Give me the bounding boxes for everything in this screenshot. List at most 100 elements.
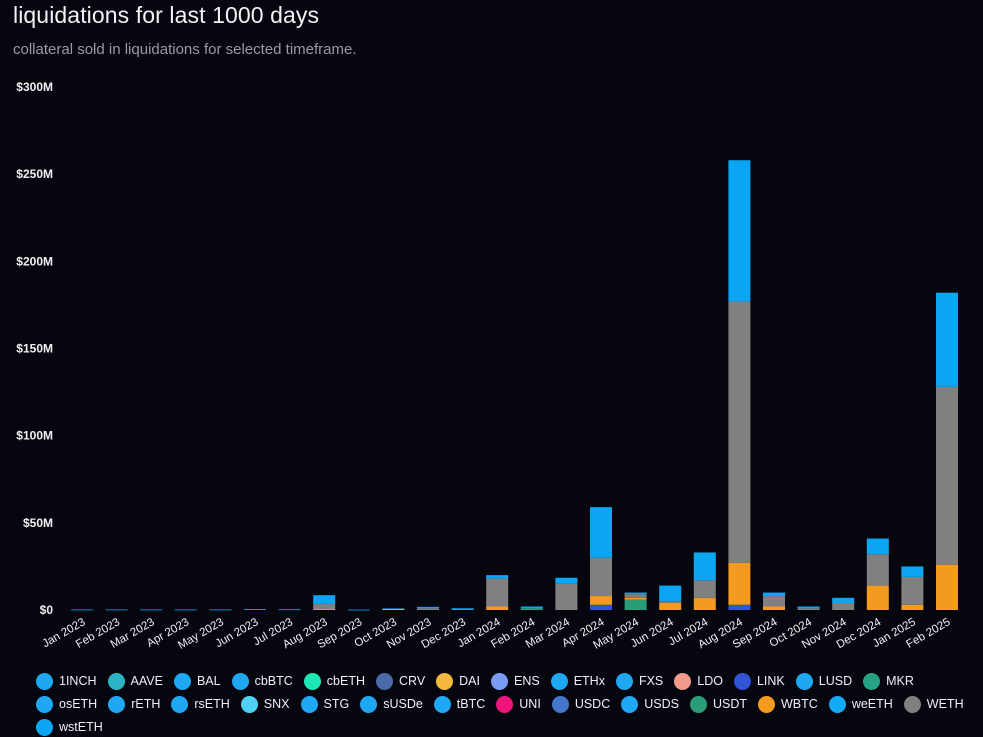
bar-segment-wsteth[interactable] xyxy=(313,595,336,604)
bar-segment-wsteth[interactable] xyxy=(520,606,543,609)
bar-segment-wsteth[interactable] xyxy=(417,606,439,609)
bar-segment-wbtc[interactable] xyxy=(590,596,612,605)
bar-segment-wsteth[interactable] xyxy=(832,597,855,604)
legend-item-1inch[interactable]: 1INCH xyxy=(36,671,97,691)
bar-segment-wbtc[interactable] xyxy=(486,606,509,610)
legend-item-ldo[interactable]: LDO xyxy=(674,671,723,691)
bar-segment-weth[interactable] xyxy=(901,576,924,605)
bar-segment-link[interactable] xyxy=(590,604,612,610)
legend-item-ens[interactable]: ENS xyxy=(491,671,540,691)
bar-segment-weth[interactable] xyxy=(313,603,336,610)
bar-segment-wsteth[interactable] xyxy=(590,507,612,558)
bar-stack[interactable] xyxy=(105,609,128,611)
legend-item-wsteth[interactable]: wstETH xyxy=(36,717,103,737)
legend-item-rseth[interactable]: rsETH xyxy=(171,694,230,714)
bar-segment-wbtc[interactable] xyxy=(693,597,716,610)
bar-stack[interactable] xyxy=(417,606,439,610)
bar-segment-wsteth[interactable] xyxy=(382,608,405,610)
bar-segment-dai[interactable] xyxy=(313,609,336,610)
legend-item-crv[interactable]: CRV xyxy=(375,671,425,691)
bar-segment-wbtc[interactable] xyxy=(866,585,889,610)
legend-item-wbtc[interactable]: WBTC xyxy=(758,694,818,714)
bar-stack[interactable] xyxy=(866,538,889,610)
bar-segment-weth[interactable] xyxy=(624,594,647,598)
legend-item-tbtc[interactable]: tBTC xyxy=(433,694,485,714)
bar-segment-usdt[interactable] xyxy=(624,599,647,610)
legend-item-mkr[interactable]: MKR xyxy=(863,671,914,691)
bar-stack[interactable] xyxy=(624,592,647,610)
bar-stack[interactable] xyxy=(901,566,924,610)
legend-item-snx[interactable]: SNX xyxy=(240,694,290,714)
bar-segment-wbtc[interactable] xyxy=(901,604,924,610)
bar-stack[interactable] xyxy=(590,507,612,610)
bar-segment-wsteth[interactable] xyxy=(866,538,889,555)
legend-item-usdc[interactable]: USDC xyxy=(551,694,610,714)
bar-segment-wbtc[interactable] xyxy=(763,606,785,610)
legend-item-weeth[interactable]: weETH xyxy=(828,694,893,714)
bar-stack[interactable] xyxy=(693,552,716,610)
bar-stack[interactable] xyxy=(209,609,232,611)
bar-segment-weth[interactable] xyxy=(797,608,820,610)
bar-segment-wsteth[interactable] xyxy=(105,609,128,611)
legend-item-uni[interactable]: UNI xyxy=(496,694,541,714)
bar-segment-wbtc[interactable] xyxy=(728,562,751,605)
bar-stack[interactable] xyxy=(451,608,474,610)
bar-segment-wsteth[interactable] xyxy=(797,606,820,609)
bar-stack[interactable] xyxy=(659,585,682,610)
bar-stack[interactable] xyxy=(313,595,336,610)
bar-segment-weth[interactable] xyxy=(417,608,439,610)
bar-stack[interactable] xyxy=(174,609,197,611)
bar-stack[interactable] xyxy=(555,577,578,610)
bar-segment-wbtc[interactable] xyxy=(624,597,647,600)
bar-stack[interactable] xyxy=(71,609,93,611)
legend-item-stg[interactable]: STG xyxy=(300,694,349,714)
bar-segment-weth[interactable] xyxy=(728,301,751,563)
bar-segment-wsteth[interactable] xyxy=(174,609,197,611)
legend-item-fxs[interactable]: FXS xyxy=(615,671,663,691)
legend-item-cbeth[interactable]: cbETH xyxy=(303,671,365,691)
legend-item-weth[interactable]: WETH xyxy=(903,694,964,714)
legend-item-link[interactable]: LINK xyxy=(733,671,785,691)
bar-segment-weth[interactable] xyxy=(693,580,716,598)
bar-segment-wsteth[interactable] xyxy=(486,575,509,579)
bar-segment-weth[interactable] xyxy=(659,601,682,604)
bar-segment-wsteth[interactable] xyxy=(71,609,93,611)
bar-stack[interactable] xyxy=(520,606,543,610)
bar-segment-wbtc[interactable] xyxy=(659,603,682,610)
legend-item-aave[interactable]: AAVE xyxy=(107,671,163,691)
bar-segment-weth[interactable] xyxy=(763,596,785,607)
bar-segment-wsteth[interactable] xyxy=(140,609,163,611)
bar-segment-wsteth[interactable] xyxy=(659,585,682,602)
bar-stack[interactable] xyxy=(382,608,405,610)
bar-segment-wsteth[interactable] xyxy=(347,609,370,611)
bar-stack[interactable] xyxy=(763,592,785,610)
bar-stack[interactable] xyxy=(486,575,509,610)
legend-item-usdt[interactable]: USDT xyxy=(689,694,747,714)
bar-segment-wsteth[interactable] xyxy=(624,592,647,595)
bar-stack[interactable] xyxy=(728,160,751,610)
bar-stack[interactable] xyxy=(936,292,958,610)
bar-segment-link[interactable] xyxy=(728,604,751,610)
bar-segment-weth[interactable] xyxy=(555,583,578,610)
legend-item-bal[interactable]: BAL xyxy=(173,671,221,691)
legend-item-susde[interactable]: sUSDe xyxy=(360,694,423,714)
legend-item-usds[interactable]: USDS xyxy=(621,694,679,714)
legend-item-reth[interactable]: rETH xyxy=(108,694,160,714)
bar-stack[interactable] xyxy=(347,609,370,611)
bar-segment-wsteth[interactable] xyxy=(244,609,266,610)
bar-stack[interactable] xyxy=(832,597,855,610)
bar-segment-wsteth[interactable] xyxy=(209,609,232,611)
legend-item-lusd[interactable]: LUSD xyxy=(795,671,852,691)
bar-segment-wsteth[interactable] xyxy=(451,608,474,610)
bar-segment-weth[interactable] xyxy=(936,386,958,565)
legend-item-dai[interactable]: DAI xyxy=(436,671,480,691)
bar-segment-weth[interactable] xyxy=(866,554,889,586)
bar-segment-weth[interactable] xyxy=(832,603,855,610)
bar-segment-weth[interactable] xyxy=(590,557,612,597)
bar-segment-weth[interactable] xyxy=(486,578,509,607)
bar-segment-usdt[interactable] xyxy=(520,608,543,610)
bar-segment-dai[interactable] xyxy=(382,608,405,610)
bar-segment-wsteth[interactable] xyxy=(763,592,785,597)
bar-stack[interactable] xyxy=(244,609,266,610)
legend-item-oseth[interactable]: osETH xyxy=(36,694,97,714)
